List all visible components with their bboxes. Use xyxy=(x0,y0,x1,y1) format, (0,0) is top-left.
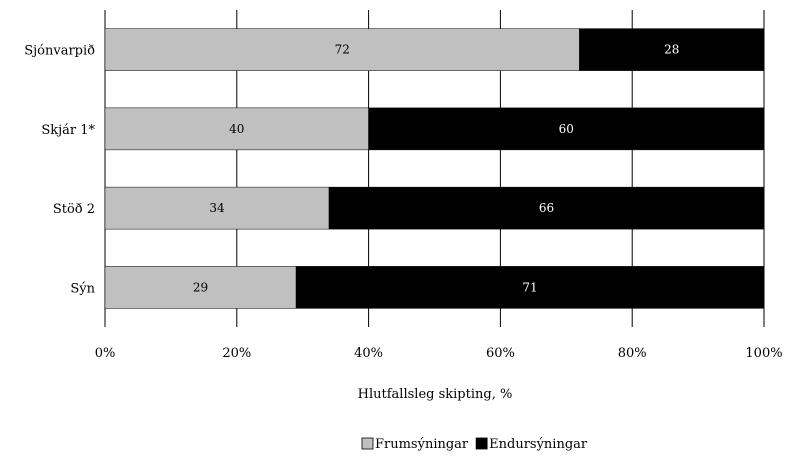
x-tick-label: 40% xyxy=(354,346,383,361)
bar-segment xyxy=(328,186,765,230)
x-tick-label: 80% xyxy=(618,346,647,361)
bar-segment xyxy=(104,266,297,309)
legend-swatch xyxy=(475,437,488,450)
bar-value-label: 71 xyxy=(522,280,537,294)
bar-value-label: 29 xyxy=(193,280,208,294)
category-labels: Sjónvarpið Skjár 1* Stöð 2 Sýn xyxy=(24,44,95,297)
bar-value-label: 66 xyxy=(539,201,554,215)
legend-swatch xyxy=(361,437,374,450)
legend-label: Endursýningar xyxy=(489,437,588,452)
x-axis: 0% 20% 40% 60% 80% 100% xyxy=(95,346,783,361)
legend: Frumsýningar Endursýningar xyxy=(361,437,588,452)
bar-value-label: 28 xyxy=(664,43,679,57)
x-tick-label: 100% xyxy=(745,346,782,361)
bars: 72 28 40 60 34 66 29 71 xyxy=(104,28,765,309)
x-axis-title: Hlutfallsleg skipting, % xyxy=(358,387,513,402)
bar-segment xyxy=(368,107,765,151)
legend-label: Frumsýningar xyxy=(375,437,469,452)
bar-value-label: 72 xyxy=(335,43,350,57)
bar-value-label: 60 xyxy=(559,122,574,136)
category-label: Sjónvarpið xyxy=(24,44,95,59)
bar-segment xyxy=(104,186,330,230)
bar-segment xyxy=(579,28,765,71)
bar-segment xyxy=(104,107,369,151)
category-label: Skjár 1* xyxy=(41,123,95,138)
x-tick-label: 60% xyxy=(486,346,515,361)
bar-value-label: 34 xyxy=(209,201,225,215)
bar-segment xyxy=(104,28,580,71)
x-tick-label: 20% xyxy=(222,346,251,361)
bar-segment xyxy=(295,266,765,309)
category-label: Sýn xyxy=(70,281,95,296)
category-label: Stöð 2 xyxy=(53,202,95,217)
x-tick-label: 0% xyxy=(95,346,116,361)
bar-value-label: 40 xyxy=(229,122,244,136)
